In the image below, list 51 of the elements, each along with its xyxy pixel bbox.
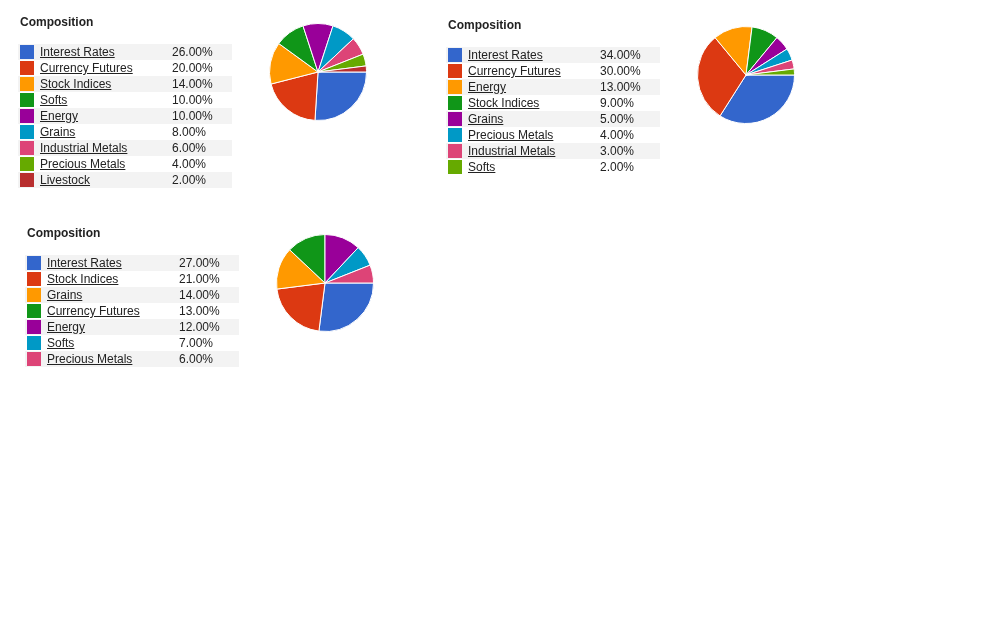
data-label: 6.00% (172, 140, 232, 156)
legend-label: Interest Rates (40, 44, 172, 60)
legend-label: Currency Futures (47, 303, 141, 319)
legend-label: Livestock (40, 172, 172, 188)
data-label: 20.00% (172, 60, 214, 76)
legend-label: Softs (40, 92, 69, 108)
legend-label: Grains (47, 287, 179, 303)
legend-label: Industrial Metals (468, 143, 600, 159)
legend-label: Interest Rates (468, 47, 600, 63)
legend-label: Energy (40, 108, 172, 124)
legend-label: Energy (468, 79, 600, 95)
legend-label: Precious Metals (47, 351, 179, 367)
legend-label: Stock Indices (40, 76, 172, 92)
legend-label: Softs (47, 335, 76, 351)
chart-title: Composition (27, 226, 101, 240)
data-label: 27.00% (179, 255, 239, 271)
legend-label: Stock Indices (468, 95, 541, 111)
legend-label: Energy (47, 319, 179, 335)
data-label: 2.00% (172, 172, 232, 188)
legend-label: Softs (468, 159, 497, 175)
legend-label: Currency Futures (40, 60, 134, 76)
data-label: 12.00% (179, 319, 239, 335)
data-label: 3.00% (600, 143, 660, 159)
data-label: 30.00% (600, 63, 642, 79)
data-label: 6.00% (179, 351, 239, 367)
legend-label: Stock Indices (47, 271, 120, 287)
data-label: 13.00% (179, 303, 221, 319)
data-label: 10.00% (172, 92, 214, 108)
legend-label: Precious Metals (468, 127, 555, 143)
legend-label: Grains (40, 124, 77, 140)
data-label: 34.00% (600, 47, 660, 63)
legend-label: Industrial Metals (40, 140, 172, 156)
data-label: 26.00% (172, 44, 232, 60)
data-label: 7.00% (179, 335, 215, 351)
data-label: 10.00% (172, 108, 232, 124)
legend-label: Precious Metals (40, 156, 127, 172)
data-label: 21.00% (179, 271, 221, 287)
legend-label: Interest Rates (47, 255, 179, 271)
data-label: 14.00% (179, 287, 239, 303)
data-label: 4.00% (600, 127, 636, 143)
legend-label: Currency Futures (468, 63, 562, 79)
chart-title: Composition (448, 18, 522, 32)
data-label: 4.00% (172, 156, 208, 172)
data-label: 5.00% (600, 111, 660, 127)
data-label: 2.00% (600, 159, 636, 175)
data-label: 8.00% (172, 124, 208, 140)
chart-title: Composition (20, 15, 94, 29)
data-label: 13.00% (600, 79, 660, 95)
data-label: 14.00% (172, 76, 232, 92)
legend-label: Grains (468, 111, 600, 127)
data-label: 9.00% (600, 95, 636, 111)
